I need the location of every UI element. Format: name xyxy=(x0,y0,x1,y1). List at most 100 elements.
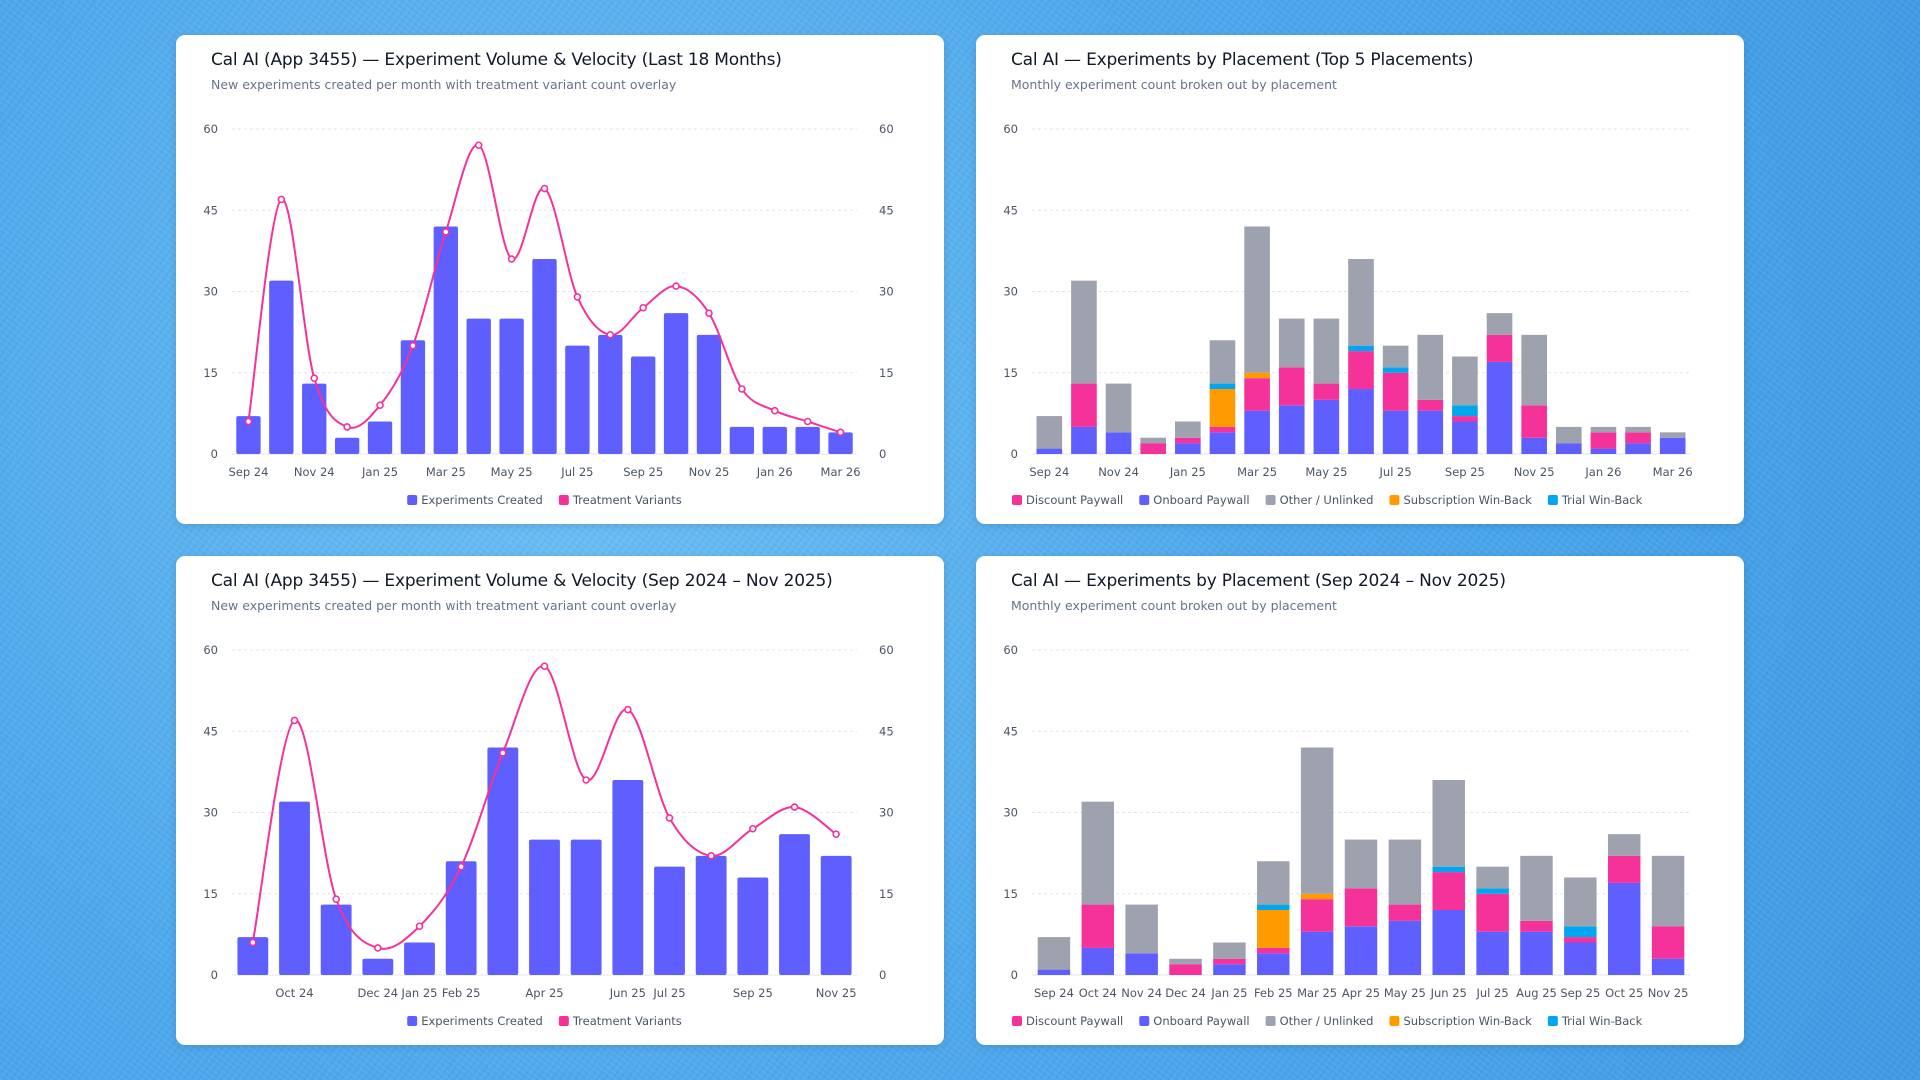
point-treatment-variants xyxy=(639,303,647,312)
bar-experiments-created xyxy=(696,334,722,454)
bar-segment-other xyxy=(1036,416,1063,449)
point-treatment-variants xyxy=(606,331,615,339)
x-tick-label: Nov 24 xyxy=(1121,986,1162,1000)
y2-tick-label: 15 xyxy=(879,366,894,380)
y2-tick-label: 60 xyxy=(879,643,894,657)
bar-segment-onboard xyxy=(1313,399,1340,454)
bar-experiments-created xyxy=(612,780,644,975)
bar-segment-discount xyxy=(1081,904,1115,948)
x-tick-label: Jul 25 xyxy=(560,465,593,479)
x-tick-label: Apr 25 xyxy=(525,986,563,1000)
bar-experiments-created xyxy=(487,747,519,975)
bar-segment-discount xyxy=(1432,872,1465,910)
x-tick-label: Mar 25 xyxy=(1237,465,1277,479)
bar-segment-other xyxy=(1382,345,1409,368)
bar-segment-onboard xyxy=(1081,947,1115,975)
bar-segment-other xyxy=(1555,426,1582,444)
bar-segment-onboard xyxy=(1590,448,1617,454)
x-tick-label: Nov 25 xyxy=(816,986,857,1000)
legend-swatch xyxy=(1012,1016,1022,1026)
point-treatment-variants xyxy=(310,374,319,382)
bar-segment-trial xyxy=(1209,383,1236,389)
bar-experiments-created xyxy=(433,226,458,454)
bar-segment-discount xyxy=(1300,899,1334,932)
point-treatment-variants xyxy=(442,228,450,236)
y-tick-label: 30 xyxy=(203,806,218,820)
bar-segment-other xyxy=(1486,313,1513,335)
chart-subtitle: Monthly experiment count broken out by p… xyxy=(1011,77,1337,92)
point-treatment-variants xyxy=(457,862,465,871)
bar-segment-onboard xyxy=(1125,953,1158,975)
legend-swatch xyxy=(407,1016,418,1026)
bar-segment-onboard xyxy=(1036,448,1063,454)
point-treatment-variants xyxy=(499,749,507,757)
bar-segment-other xyxy=(1521,334,1547,406)
x-tick-label: Jan 25 xyxy=(1169,465,1206,479)
x-tick-label: Oct 25 xyxy=(1605,986,1643,1000)
bar-experiments-created xyxy=(779,834,810,975)
bar-segment-onboard xyxy=(1452,421,1478,454)
legend-swatch xyxy=(1139,495,1150,505)
bar-segment-trial xyxy=(1257,904,1290,910)
x-tick-label: Mar 26 xyxy=(821,465,861,479)
bar-experiments-created xyxy=(598,334,623,454)
chart-title: Cal AI (App 3455) — Experiment Volume & … xyxy=(211,50,782,70)
x-tick-label: Dec 24 xyxy=(1165,986,1206,1000)
point-treatment-variants xyxy=(374,944,382,952)
bar-segment-onboard xyxy=(1213,964,1246,975)
legend: Experiments Created Treatment Variants xyxy=(407,1014,682,1028)
chart-subtitle: Monthly experiment count broken out by p… xyxy=(1011,598,1337,613)
y-tick-label: 15 xyxy=(1003,887,1018,901)
bar-segment-discount xyxy=(1388,904,1422,921)
x-tick-label: Mar 25 xyxy=(1297,986,1337,1000)
y-tick-label: 45 xyxy=(1003,724,1018,738)
point-treatment-variants xyxy=(409,341,417,350)
legend: Experiments Created Treatment Variants xyxy=(407,493,682,507)
volume-velocity-card-range: Cal AI (App 3455) — Experiment Volume & … xyxy=(176,556,944,1045)
bar-segment-other xyxy=(1432,780,1465,867)
bar-segment-trial xyxy=(1432,866,1465,873)
bar-segment-other xyxy=(1278,318,1305,368)
legend-swatch xyxy=(1139,1016,1150,1026)
legend-label: Experiments Created xyxy=(421,493,543,507)
bar-segment-onboard xyxy=(1344,926,1378,975)
y-tick-label: 60 xyxy=(203,643,218,657)
bar-experiments-created xyxy=(302,383,327,454)
bar-segment-other xyxy=(1659,432,1686,438)
x-tick-label: Feb 25 xyxy=(442,986,481,1000)
point-treatment-variants xyxy=(665,814,674,822)
bar-segment-discount xyxy=(1278,367,1305,406)
bar-experiments-created xyxy=(279,801,310,975)
bar-segment-onboard xyxy=(1382,410,1409,454)
bar-segment-other xyxy=(1175,421,1201,438)
point-treatment-variants xyxy=(290,716,299,725)
legend-swatch xyxy=(407,495,418,505)
bar-segment-onboard xyxy=(1300,931,1334,975)
bar-segment-discount xyxy=(1476,893,1509,932)
y-tick-label: 15 xyxy=(203,887,218,901)
bar-segment-onboard xyxy=(1388,920,1422,975)
bar-segment-subscription xyxy=(1300,893,1334,900)
bar-experiments-created xyxy=(445,861,477,975)
placement-chart: 0 15 30 45 60 Sep 24 Oct 24 Nov 24 Dec 24 Jan 25 F… xyxy=(1003,643,1690,1028)
bar-segment-other xyxy=(1564,877,1597,927)
bar-segment-discount xyxy=(1140,443,1167,454)
x-tick-label: Nov 25 xyxy=(689,465,730,479)
bar-experiments-created xyxy=(499,318,524,454)
y-tick-label: 30 xyxy=(203,285,218,299)
y-tick-label: 45 xyxy=(203,203,218,217)
bar-experiments-created xyxy=(236,416,261,454)
bar-segment-onboard xyxy=(1105,432,1132,454)
bar-segment-discount xyxy=(1348,351,1374,389)
x-tick-label: Sep 25 xyxy=(1445,465,1485,479)
point-treatment-variants xyxy=(573,293,582,301)
x-tick-label: Sep 25 xyxy=(623,465,663,479)
y-tick-label: 30 xyxy=(1003,806,1018,820)
legend-swatch xyxy=(1547,495,1558,505)
bar-experiments-created xyxy=(237,937,269,975)
bar-segment-other xyxy=(1105,383,1132,433)
bar-segment-discount xyxy=(1520,920,1553,932)
bar-experiments-created xyxy=(762,426,787,454)
point-treatment-variants xyxy=(770,406,779,415)
legend-label: Discount Paywall xyxy=(1026,493,1123,507)
